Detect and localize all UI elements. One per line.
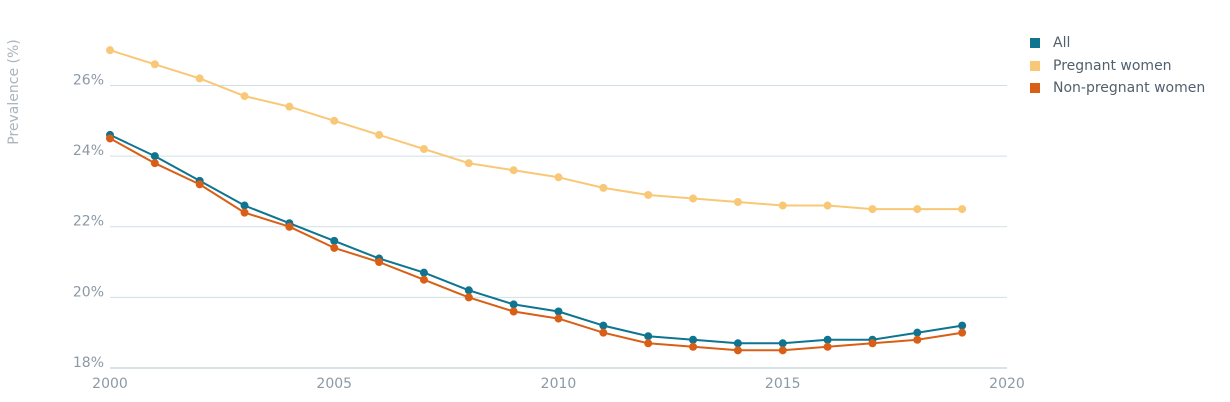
series-0 (106, 130, 967, 348)
legend-swatch (1030, 83, 1040, 94)
data-point[interactable] (285, 102, 294, 111)
data-point[interactable] (330, 116, 339, 125)
data-point[interactable] (419, 275, 428, 284)
gridlines (110, 84, 1007, 369)
series-line (109, 49, 963, 211)
data-point[interactable] (823, 335, 832, 344)
data-point[interactable] (240, 92, 249, 101)
data-point[interactable] (330, 243, 339, 252)
data-point[interactable] (464, 293, 473, 302)
data-point[interactable] (150, 60, 159, 69)
data-point[interactable] (106, 134, 114, 143)
data-point[interactable] (599, 328, 608, 337)
y-axis-title: Prevalence (%) (6, 39, 22, 145)
data-point[interactable] (733, 339, 742, 348)
data-point[interactable] (554, 173, 563, 182)
data-point[interactable] (509, 166, 518, 175)
data-point[interactable] (285, 222, 294, 231)
data-point[interactable] (778, 346, 787, 355)
series-line (109, 137, 963, 352)
y-tick-label: 26% (73, 72, 104, 88)
data-point[interactable] (644, 332, 653, 341)
data-point[interactable] (240, 208, 249, 217)
data-point[interactable] (689, 342, 698, 351)
data-point[interactable] (599, 321, 608, 330)
data-point[interactable] (330, 236, 339, 245)
data-point[interactable] (823, 201, 832, 210)
data-point[interactable] (375, 258, 384, 267)
series-1 (106, 46, 967, 214)
data-point[interactable] (689, 335, 698, 344)
legend-label: Pregnant women (1053, 57, 1172, 74)
data-point[interactable] (644, 190, 653, 199)
data-point[interactable] (958, 205, 967, 214)
data-point[interactable] (868, 339, 877, 348)
series-2 (106, 134, 967, 355)
data-point[interactable] (419, 145, 428, 154)
data-point[interactable] (958, 328, 967, 337)
axes: 18% 20% 22% 24% 26% 2000 2005 2010 2015 2020 (73, 72, 1025, 392)
data-point[interactable] (509, 300, 518, 309)
x-tick-label: 2010 (541, 376, 577, 392)
data-point[interactable] (464, 286, 473, 295)
data-point[interactable] (913, 335, 922, 344)
data-point[interactable] (733, 198, 742, 207)
series-line (109, 133, 963, 345)
data-point[interactable] (464, 159, 473, 168)
data-point[interactable] (733, 346, 742, 355)
data-point[interactable] (778, 339, 787, 348)
data-point[interactable] (195, 180, 204, 189)
y-tick-label: 24% (73, 143, 104, 159)
data-point[interactable] (509, 307, 518, 316)
x-tick-label: 2015 (765, 376, 801, 392)
legend-item[interactable]: All (1030, 32, 1205, 55)
y-tick-label: 20% (73, 284, 104, 300)
data-point[interactable] (913, 328, 922, 337)
data-point[interactable] (375, 130, 384, 139)
data-point[interactable] (868, 205, 877, 214)
data-point[interactable] (106, 46, 114, 55)
data-point[interactable] (599, 183, 608, 192)
data-point[interactable] (689, 194, 698, 203)
data-point[interactable] (958, 321, 967, 330)
x-tick-label: 2020 (989, 376, 1025, 392)
data-point[interactable] (419, 268, 428, 277)
data-point[interactable] (195, 74, 204, 83)
x-tick-label: 2000 (92, 376, 128, 392)
data-point[interactable] (644, 339, 653, 348)
data-point[interactable] (554, 314, 563, 323)
legend-item[interactable]: Non-pregnant women (1030, 77, 1205, 100)
legend-label: All (1053, 35, 1071, 52)
legend-swatch (1030, 60, 1040, 71)
data-point[interactable] (240, 201, 249, 210)
x-tick-label: 2005 (316, 376, 352, 392)
series-group (106, 46, 967, 355)
data-point[interactable] (150, 152, 159, 161)
data-point[interactable] (778, 201, 787, 210)
legend-item[interactable]: Pregnant women (1030, 55, 1205, 78)
data-point[interactable] (554, 307, 563, 316)
legend: All Pregnant women Non-pregnant women (1030, 32, 1205, 100)
legend-swatch (1030, 38, 1040, 49)
data-point[interactable] (150, 159, 159, 168)
y-tick-label: 18% (73, 355, 104, 371)
legend-label: Non-pregnant women (1053, 80, 1206, 97)
data-point[interactable] (823, 342, 832, 351)
data-point[interactable] (913, 205, 922, 214)
y-tick-label: 22% (73, 214, 104, 230)
